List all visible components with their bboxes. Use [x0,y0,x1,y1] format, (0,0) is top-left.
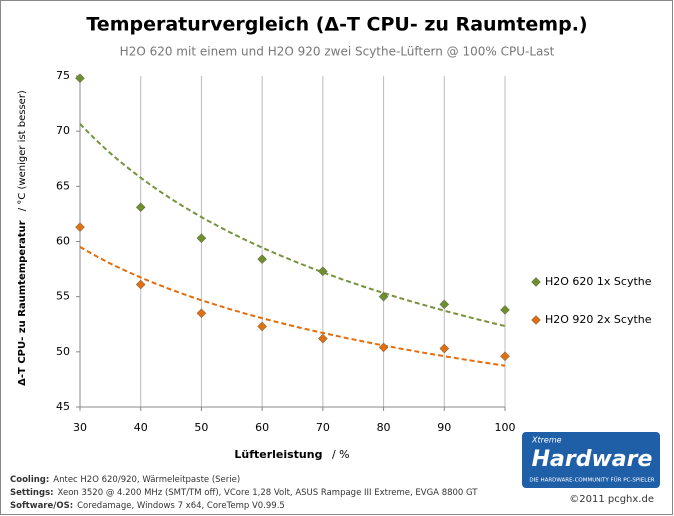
x-tick-label: 80 [377,421,391,434]
marker [75,73,85,84]
marker [257,321,267,332]
footnote: Cooling: Antec H2O 620/920, Wärmeleitpast… [10,475,240,485]
marker [318,333,328,344]
legend-label: H2O 620 1x Scythe [545,275,652,288]
footnote-label: Software/OS: [10,501,73,511]
marker [439,299,450,310]
y-axis-title-main: Δ-T CPU- zu Raumtemperatur [17,220,28,386]
y-tick-label: 70 [56,124,70,137]
y-axis-title-unit: / °C (weniger ist besser) [17,90,28,211]
x-tick-label: 70 [316,421,330,434]
y-tick-label: 45 [56,400,70,413]
marker [196,308,207,319]
x-tick-label: 40 [134,421,148,434]
copyright: ©2011 pcghx.de [569,494,654,505]
chart-subtitle: H2O 620 mit einem und H2O 920 zwei Scyth… [120,45,555,59]
marker [196,233,207,244]
logo-box [522,432,660,488]
y-tick-label: 55 [56,290,70,303]
x-tick-label: 100 [495,421,516,434]
marker [135,202,146,213]
legend-label: H2O 920 2x Scythe [545,313,652,326]
marker [500,351,510,362]
marker [75,222,85,233]
chart-title: Temperaturvergleich (Δ-T CPU- zu Raumtem… [86,14,587,36]
y-axis-title: Δ-T CPU- zu Raumtemperatur / °C (weniger… [17,90,28,386]
marker [257,254,267,265]
x-axis-title: Lüfterleistung / % [234,448,349,461]
footnote: Settings: Xeon 3520 @ 4.200 MHz (SMT/TM o… [10,488,478,498]
y-tick-label: 50 [56,345,70,358]
x-tick-label: 30 [73,421,87,434]
footnote-label: Settings: [10,488,54,498]
trendline [79,123,506,327]
footnote-text: Xeon 3520 @ 4.200 MHz (SMT/TM off), VCor… [58,488,479,498]
logo-tagline: DIE HARDWARE-COMMUNITY FÜR PC-SPIELER [529,477,654,484]
y-tick-label: 75 [56,69,70,82]
footnote: Software/OS: Coredamage, Windows 7 x64, C… [10,501,285,511]
logo: Xtreme Hardware DIE HARDWARE-COMMUNITY F… [522,432,660,488]
x-axis-title-unit: / % [332,448,350,461]
trendline [79,246,506,367]
logo-small: Xtreme [531,436,562,445]
legend-marker [531,277,541,287]
footnote-text: Coredamage, Windows 7 x64, CoreTemp V0.9… [77,501,285,511]
y-tick-label: 60 [56,235,70,248]
marker [318,266,328,277]
x-tick-label: 90 [437,421,451,434]
legend-marker [531,315,541,325]
footnote-text: Antec H2O 620/920, Wärmeleitpaste (Serie… [53,475,240,485]
x-tick-label: 60 [255,421,269,434]
y-tick-label: 65 [56,179,70,192]
footnote-label: Cooling: [10,475,49,485]
marker [378,291,389,302]
x-axis-title-main: Lüfterleistung [234,448,322,461]
marker [439,343,450,354]
marker [135,279,146,290]
logo-big: Hardware [532,447,653,472]
marker [500,305,510,315]
marker [378,342,389,353]
x-tick-label: 50 [194,421,208,434]
